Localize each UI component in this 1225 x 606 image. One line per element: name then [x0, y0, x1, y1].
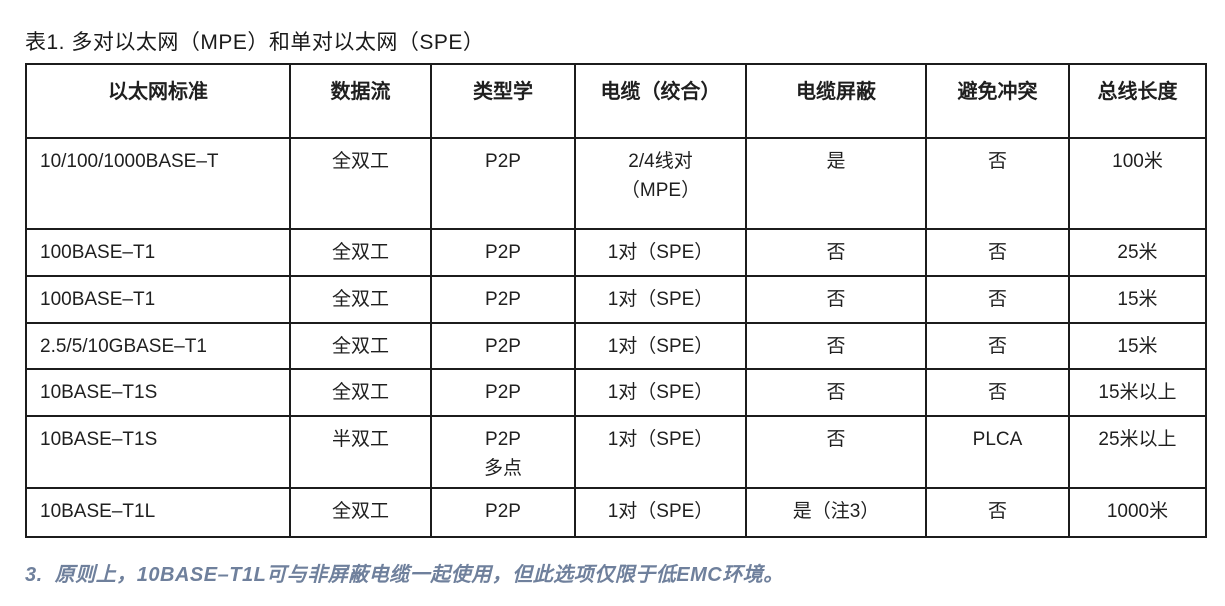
- table-row: 2.5/5/10GBASE–T1 全双工 P2P 1对（SPE）否否 15米: [25, 322, 1207, 370]
- table-cell: 是（注3）: [745, 487, 927, 538]
- table-cell: 1000米: [1068, 487, 1207, 538]
- table-cell: 25米: [1068, 228, 1207, 277]
- table-cell: 10BASE–T1S: [25, 415, 291, 489]
- table-cell: 15米以上: [1068, 368, 1207, 417]
- table-cell: 否: [745, 228, 927, 277]
- table-cell: P2P: [430, 275, 576, 324]
- table-cell: P2P: [430, 487, 576, 538]
- table-cell: 100BASE–T1: [25, 228, 291, 277]
- table-cell: 全双工: [289, 137, 432, 230]
- table-row: 100BASE–T1 全双工 P2P 1对（SPE）否否 15米: [25, 275, 1207, 324]
- table-row: 10/100/1000BASE–T 全双工 P2P 2/4线对 （MPE）是否 100米: [25, 137, 1207, 230]
- table-cell: PLCA: [925, 415, 1070, 489]
- table-cell: 否: [925, 322, 1070, 370]
- header-cell: 电缆屏蔽: [745, 63, 927, 139]
- table-header-row: 以太网标准 数据流 类型学 电缆（绞合） 电缆屏蔽 避免冲突 总线长度: [25, 63, 1207, 139]
- table-cell: 否: [745, 415, 927, 489]
- table-cell: 1对（SPE）: [574, 368, 747, 417]
- table-cell: 1对（SPE）: [574, 228, 747, 277]
- table-cell: 全双工: [289, 275, 432, 324]
- table-cell: 半双工: [289, 415, 432, 489]
- table-cell: 1对（SPE）: [574, 275, 747, 324]
- ethernet-spec-table: 以太网标准 数据流 类型学 电缆（绞合） 电缆屏蔽 避免冲突 总线长度 10/100/100…: [25, 63, 1207, 538]
- table-cell: 全双工: [289, 228, 432, 277]
- table-cell: 1对（SPE）: [574, 415, 747, 489]
- table-cell: 1对（SPE）: [574, 487, 747, 538]
- table-cell: 2/4线对 （MPE）: [574, 137, 747, 230]
- table-cell: 10BASE–T1S: [25, 368, 291, 417]
- table-cell: 否: [925, 137, 1070, 230]
- table-cell: P2P: [430, 368, 576, 417]
- table-cell: P2P 多点: [430, 415, 576, 489]
- table-cell: 1对（SPE）: [574, 322, 747, 370]
- header-cell: 数据流: [289, 63, 432, 139]
- table-cell: 100BASE–T1: [25, 275, 291, 324]
- header-cell: 以太网标准: [25, 63, 291, 139]
- table-cell: 2.5/5/10GBASE–T1: [25, 322, 291, 370]
- table-cell: 否: [925, 487, 1070, 538]
- table-cell: 全双工: [289, 322, 432, 370]
- table-cell: 15米: [1068, 275, 1207, 324]
- table-cell: 否: [925, 228, 1070, 277]
- table-row: 10BASE–T1L 全双工 P2P 1对（SPE） 是（注3）否 1000米: [25, 487, 1207, 538]
- table-row: 10BASE–T1S 全双工 P2P 1对（SPE）否否 15米以上: [25, 368, 1207, 417]
- footnote-3: 3. 原则上，10BASE–T1L可与非屏蔽电缆一起使用，但此选项仅限于低EMC…: [25, 564, 784, 586]
- table-cell: 10BASE–T1L: [25, 487, 291, 538]
- header-cell: 总线长度: [1068, 63, 1207, 139]
- table-cell: 10/100/1000BASE–T: [25, 137, 291, 230]
- table-cell: 全双工: [289, 368, 432, 417]
- table-cell: P2P: [430, 228, 576, 277]
- table-cell: 全双工: [289, 487, 432, 538]
- table-cell: 25米以上: [1068, 415, 1207, 489]
- table-caption: 表1. 多对以太网（MPE）和单对以太网（SPE）: [25, 31, 485, 54]
- table-cell: 15米: [1068, 322, 1207, 370]
- table-row: 100BASE–T1 全双工 P2P 1对（SPE）否否 25米: [25, 228, 1207, 277]
- header-cell: 类型学: [430, 63, 576, 139]
- header-cell: 电缆（绞合）: [574, 63, 747, 139]
- table-body: 10/100/1000BASE–T 全双工 P2P 2/4线对 （MPE）是否 100米…: [25, 137, 1207, 538]
- table-cell: 否: [745, 275, 927, 324]
- table-cell: 否: [745, 322, 927, 370]
- table-cell: P2P: [430, 137, 576, 230]
- table-header: 以太网标准 数据流 类型学 电缆（绞合） 电缆屏蔽 避免冲突 总线长度: [25, 63, 1207, 139]
- header-cell: 避免冲突: [925, 63, 1070, 139]
- table-cell: 是: [745, 137, 927, 230]
- table-cell: 否: [925, 275, 1070, 324]
- table-row: 10BASE–T1S 半双工 P2P 多点 1对（SPE）否 PLCA 25米以上: [25, 415, 1207, 489]
- table-cell: 否: [925, 368, 1070, 417]
- table-cell: 否: [745, 368, 927, 417]
- table-cell: P2P: [430, 322, 576, 370]
- table-cell: 100米: [1068, 137, 1207, 230]
